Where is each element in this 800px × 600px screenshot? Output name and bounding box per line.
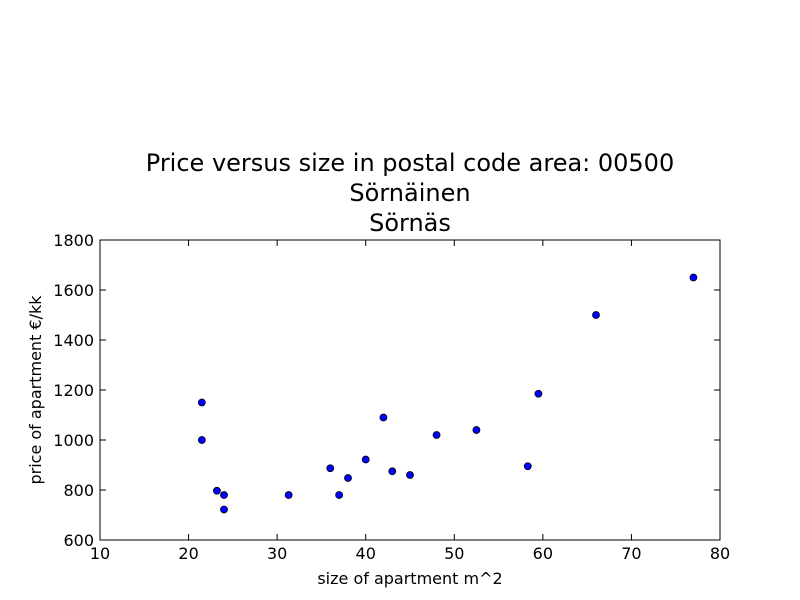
data-point	[197, 398, 206, 407]
data-point	[388, 467, 397, 476]
y-tick-label: 1800	[53, 231, 94, 250]
data-point	[523, 462, 532, 471]
y-tick-label: 1000	[53, 431, 94, 450]
x-tick-label: 70	[621, 544, 641, 563]
chart-title-line-2: Sörnäinen	[349, 179, 471, 207]
data-point	[689, 273, 698, 282]
data-point	[197, 436, 206, 444]
x-tick-label: 60	[533, 544, 553, 563]
data-point	[344, 474, 352, 482]
y-tick-label: 800	[63, 481, 94, 500]
y-axis-label: price of apartment €/kk	[26, 295, 45, 485]
axes-frame	[99, 239, 721, 541]
data-point	[406, 471, 414, 479]
data-point	[335, 491, 344, 499]
data-point	[432, 431, 441, 439]
x-tick-label: 50	[444, 544, 464, 563]
chart-title-line-1: Price versus size in postal code area: 0…	[145, 149, 675, 177]
x-tick-label: 80	[710, 544, 730, 563]
y-tick-label: 1600	[53, 281, 94, 300]
data-point	[534, 389, 543, 398]
x-tick-label: 20	[178, 544, 198, 563]
chart-title-line-3: Sörnäs	[369, 209, 451, 237]
data-point	[220, 491, 228, 499]
y-tick-label: 600	[63, 531, 94, 550]
data-point	[213, 486, 221, 495]
y-tick-label: 1200	[53, 381, 94, 400]
data-point	[220, 505, 228, 514]
x-axis-label: size of apartment m^2	[317, 569, 502, 588]
data-point	[472, 426, 481, 434]
data-point	[284, 491, 293, 499]
data-point	[326, 464, 335, 473]
data-point	[592, 311, 600, 319]
data-points	[197, 273, 698, 514]
x-tick-label: 10	[90, 544, 110, 563]
y-tick-label: 1400	[53, 331, 94, 350]
x-tick-label: 40	[356, 544, 376, 563]
data-point	[361, 455, 370, 464]
axis-ticks: 10 20 30 40 50 60 70 80 600 800 1000 1200 1400 1600 18…	[53, 231, 730, 563]
x-tick-label: 30	[267, 544, 287, 563]
data-point	[379, 413, 388, 422]
